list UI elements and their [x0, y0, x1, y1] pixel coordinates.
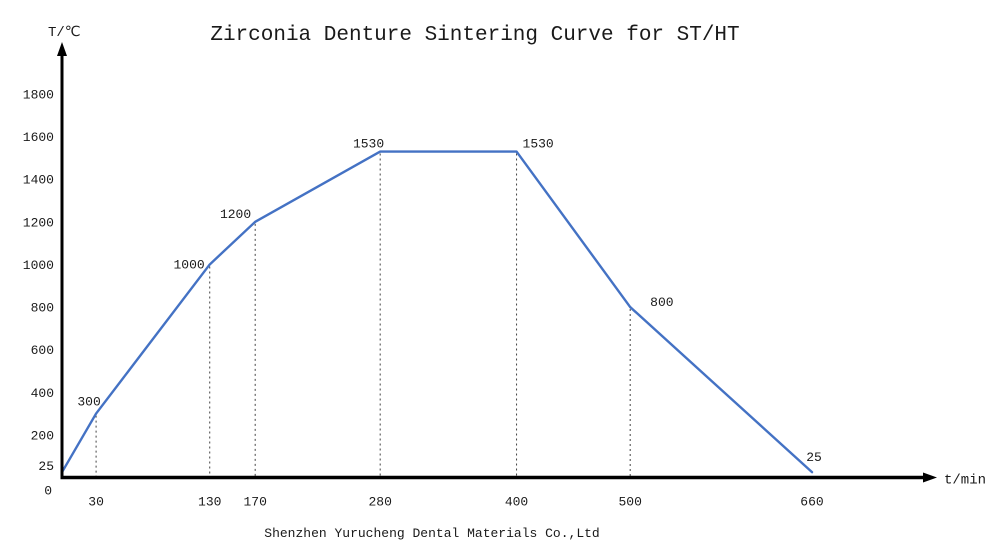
- data-point-label: 1530: [353, 137, 384, 152]
- y-tick-label: 800: [31, 301, 54, 316]
- y-tick-label: 1800: [23, 88, 54, 103]
- y-tick-label: 400: [31, 386, 54, 401]
- x-tick-label: 400: [505, 495, 528, 510]
- y-tick-label: 600: [31, 343, 54, 358]
- chart-title: Zirconia Denture Sintering Curve for ST/…: [210, 24, 740, 47]
- x-axis-arrow-icon: [923, 472, 937, 483]
- x-tick-label: 660: [800, 495, 823, 510]
- data-point-label: 300: [77, 395, 100, 410]
- x-tick-label: 280: [368, 495, 391, 510]
- y-tick-label: 200: [31, 428, 54, 443]
- data-point-label: 1000: [174, 257, 205, 272]
- x-tick-label: 500: [618, 495, 641, 510]
- x-tick-label: 170: [243, 495, 266, 510]
- data-point-label: 1200: [220, 207, 251, 222]
- x-tick-label: 130: [198, 495, 221, 510]
- y-tick-label: 25: [38, 459, 54, 474]
- x-axis-label: t/min: [944, 473, 986, 489]
- y-tick-label: 1000: [23, 258, 54, 273]
- x-tick-label: 30: [88, 495, 104, 510]
- data-point-label: 800: [650, 295, 673, 310]
- company-footer: Shenzhen Yurucheng Dental Materials Co.,…: [264, 526, 600, 541]
- data-point-label: 25: [806, 450, 822, 465]
- sintering-curve-line: [60, 150, 814, 474]
- y-tick-label: 1200: [23, 215, 54, 230]
- y-tick-label: 1600: [23, 130, 54, 145]
- y-axis-arrow-icon: [57, 42, 67, 56]
- origin-label: 0: [44, 484, 52, 499]
- y-tick-label: 1400: [23, 173, 54, 188]
- y-axis-label: T/℃: [48, 25, 81, 41]
- data-point-label: 1530: [523, 137, 554, 152]
